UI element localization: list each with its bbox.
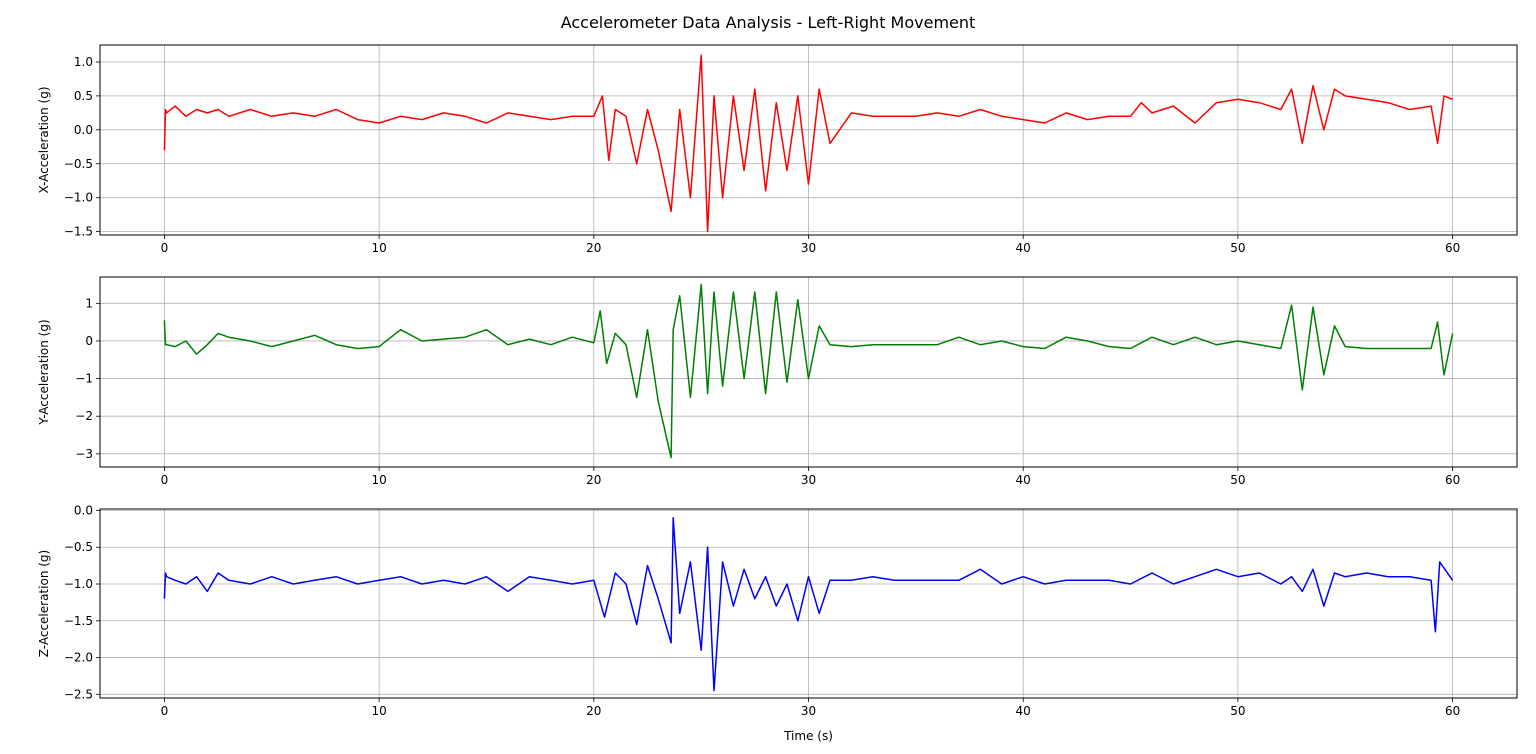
y-tick-label: −1.0 — [64, 577, 93, 591]
subplot-2: 0 10 20 30 40 50 60 −3 −2 −1 0 1 Y-Acceleration (g) — [37, 276, 1518, 487]
x-tick-label: 40 — [1016, 241, 1031, 255]
y-axis-label: X-Acceleration (g) — [37, 86, 51, 193]
x-tick-label: 30 — [801, 704, 816, 718]
data-series-line — [163, 54, 1453, 233]
x-tick-label: 60 — [1445, 704, 1460, 718]
x-tick-label: 40 — [1016, 704, 1031, 718]
x-tick-label: 20 — [586, 704, 601, 718]
y-tick-label: 0 — [85, 334, 93, 348]
x-tick-label: 20 — [586, 241, 601, 255]
y-tick-label: 1.0 — [74, 55, 93, 69]
x-tick-label: 0 — [161, 473, 169, 487]
y-tick-label: 1 — [85, 296, 93, 310]
subplot-1: 0 10 20 30 40 50 60 −1.5 −1.0 −0.5 0.0 0.5 1.0 X-Acce… — [37, 44, 1518, 255]
y-tick-label: −1 — [75, 372, 93, 386]
x-tick-label: 10 — [371, 241, 386, 255]
y-tick-label: 0.0 — [74, 123, 93, 137]
x-tick-label: 0 — [161, 704, 169, 718]
y-tick-label: −2.0 — [64, 651, 93, 665]
y-tick-label: 0.0 — [74, 503, 93, 517]
x-tick-label: 50 — [1230, 241, 1245, 255]
x-tick-label: 10 — [371, 704, 386, 718]
x-tick-label: 50 — [1230, 473, 1245, 487]
x-tick-label: 0 — [161, 241, 169, 255]
data-series-line — [163, 517, 1454, 692]
y-axis-label: Y-Acceleration (g) — [37, 319, 51, 425]
y-tick-label: −3 — [75, 447, 93, 461]
x-tick-label: 30 — [801, 473, 816, 487]
y-tick-label: −1.5 — [64, 225, 93, 239]
subplot-3: 0 10 20 30 40 50 60 −2.5 −2.0 −1.5 −1.0 −0.5 0.0 Z-Ac… — [37, 503, 1518, 743]
x-tick-label: 40 — [1016, 473, 1031, 487]
y-tick-label: −2 — [75, 409, 93, 423]
data-series-line — [163, 283, 1454, 459]
y-tick-label: −1.5 — [64, 614, 93, 628]
x-tick-label: 30 — [801, 241, 816, 255]
y-tick-label: −0.5 — [64, 157, 93, 171]
y-tick-label: 0.5 — [74, 89, 93, 103]
x-tick-label: 60 — [1445, 473, 1460, 487]
y-tick-label: −2.5 — [64, 687, 93, 701]
x-tick-label: 10 — [371, 473, 386, 487]
x-tick-label: 50 — [1230, 704, 1245, 718]
subplot-panels: 0 10 20 30 40 50 60−1.5−1.0−0.50.00.51.0X-Acce… — [37, 44, 1518, 743]
y-tick-label: −0.5 — [64, 540, 93, 554]
x-tick-label: 20 — [586, 473, 601, 487]
y-tick-label: −1.0 — [64, 191, 93, 205]
y-axis-label: Z-Acceleration (g) — [37, 550, 51, 657]
x-axis-label: Time (s) — [783, 729, 833, 743]
x-tick-label: 60 — [1445, 241, 1460, 255]
figure-title: Accelerometer Data Analysis - Left-Right… — [561, 13, 976, 32]
